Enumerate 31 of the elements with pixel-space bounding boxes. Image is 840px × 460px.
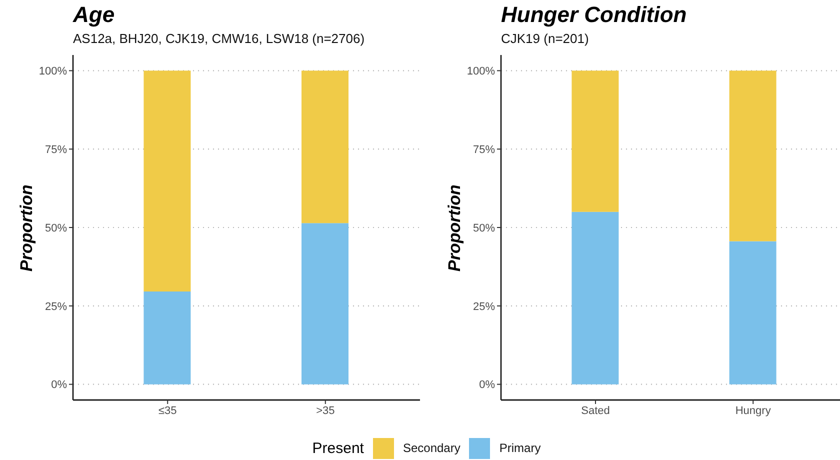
x-tick-label: >35 <box>316 404 335 417</box>
chart-title: Hunger Condition <box>501 2 687 28</box>
bar <box>144 291 191 384</box>
x-tick-label: Hungry <box>735 404 772 417</box>
bar <box>572 70 619 212</box>
bar <box>302 223 348 384</box>
y-tick-label: 25% <box>44 300 68 313</box>
y-tick-label: 75% <box>472 144 496 156</box>
y-tick-label: 0% <box>51 379 68 392</box>
y-tick-label: 50% <box>44 222 68 234</box>
legend-title: Present <box>312 440 364 456</box>
bar <box>572 212 619 384</box>
legend-label: Primary <box>499 441 541 455</box>
legend-label: Secondary <box>402 441 460 455</box>
chart-subtitle: AS12a, BHJ20, CJK19, CMW16, LSW18 (n=2706) <box>73 31 365 47</box>
y-axis-title: Proportion <box>17 184 37 271</box>
y-tick-label: 75% <box>44 144 68 156</box>
bar <box>302 70 348 224</box>
bar <box>729 70 776 242</box>
bar <box>144 70 191 292</box>
x-tick-label: Sated <box>581 404 610 417</box>
y-tick-label: 50% <box>472 222 496 234</box>
y-tick-label: 100% <box>466 66 496 78</box>
bar <box>729 241 776 384</box>
y-tick-label: 100% <box>38 66 68 78</box>
chart-title: Age <box>73 2 115 28</box>
y-tick-label: 25% <box>472 300 496 313</box>
y-tick-label: 0% <box>479 379 496 392</box>
y-axis-title: Proportion <box>445 184 465 271</box>
chart-subtitle: CJK19 (n=201) <box>501 31 589 47</box>
x-tick-label: ≤35 <box>158 404 177 417</box>
